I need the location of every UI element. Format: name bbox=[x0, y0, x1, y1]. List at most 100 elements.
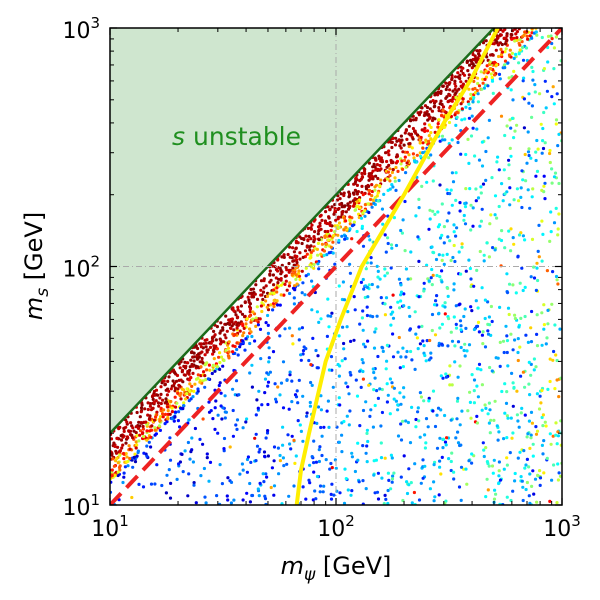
scatter-point bbox=[285, 462, 289, 466]
scatter-point bbox=[471, 206, 475, 210]
scatter-point bbox=[260, 301, 264, 305]
scatter-point bbox=[487, 315, 491, 319]
scatter-point bbox=[445, 85, 449, 89]
scatter-point bbox=[479, 70, 483, 74]
scatter-point bbox=[399, 299, 403, 303]
scatter-point bbox=[263, 391, 267, 395]
scatter-point bbox=[250, 363, 254, 367]
scatter-point bbox=[542, 471, 546, 475]
scatter-point bbox=[447, 211, 451, 215]
scatter-point bbox=[517, 233, 522, 237]
scatter-point bbox=[436, 406, 441, 410]
scatter-point bbox=[463, 222, 468, 226]
scatter-point bbox=[416, 235, 420, 239]
scatter-point bbox=[459, 152, 463, 156]
scatter-point bbox=[188, 365, 192, 369]
scatter-point bbox=[166, 379, 170, 383]
scatter-point bbox=[337, 374, 341, 378]
scatter-point bbox=[480, 207, 484, 211]
scatter-point bbox=[306, 238, 310, 242]
scatter-point bbox=[161, 412, 165, 416]
scatter-point bbox=[517, 199, 521, 203]
scatter-point bbox=[326, 297, 330, 301]
scatter-point bbox=[384, 250, 388, 254]
scatter-point bbox=[387, 153, 391, 157]
scatter-point bbox=[308, 481, 312, 485]
scatter-point bbox=[528, 393, 532, 397]
scatter-point bbox=[371, 367, 375, 371]
scatter-point bbox=[526, 340, 531, 344]
scatter-point bbox=[459, 498, 463, 502]
scatter-point bbox=[198, 342, 202, 346]
scatter-point bbox=[246, 295, 250, 299]
scatter-point bbox=[540, 343, 544, 347]
scatter-point bbox=[254, 318, 258, 322]
scatter-point bbox=[167, 375, 171, 379]
scatter-point bbox=[128, 456, 132, 461]
scatter-point bbox=[275, 286, 279, 290]
scatter-point bbox=[348, 215, 352, 219]
scatter-point bbox=[287, 268, 291, 272]
scatter-point bbox=[440, 258, 444, 262]
scatter-point bbox=[531, 454, 535, 458]
scatter-point bbox=[450, 138, 454, 142]
scatter-point bbox=[258, 481, 262, 485]
scatter-point bbox=[500, 50, 505, 54]
scatter-point bbox=[127, 444, 131, 448]
scatter-point bbox=[516, 350, 520, 355]
scatter-point bbox=[482, 448, 486, 452]
scatter-point bbox=[294, 277, 298, 281]
scatter-point bbox=[399, 162, 403, 166]
scatter-point bbox=[121, 480, 125, 485]
scatter-point bbox=[235, 326, 239, 330]
scatter-point bbox=[267, 346, 271, 350]
scatter-point bbox=[390, 140, 394, 144]
scatter-point bbox=[410, 405, 414, 409]
x-tick-label: 102 bbox=[317, 512, 355, 542]
scatter-point bbox=[161, 415, 165, 419]
scatter-point bbox=[475, 421, 479, 425]
scatter-point bbox=[356, 458, 360, 462]
scatter-point bbox=[428, 107, 432, 111]
scatter-point bbox=[375, 490, 380, 494]
scatter-point bbox=[338, 403, 342, 407]
scatter-point bbox=[427, 134, 431, 138]
scatter-point bbox=[287, 284, 291, 288]
scatter-point bbox=[312, 262, 316, 267]
scatter-point bbox=[243, 300, 247, 305]
scatter-point bbox=[343, 234, 348, 238]
scatter-point bbox=[329, 314, 333, 318]
scatter-point bbox=[281, 406, 286, 410]
scatter-point bbox=[375, 389, 379, 393]
scatter-point bbox=[469, 284, 473, 289]
scatter-point bbox=[132, 429, 136, 433]
scatter-point bbox=[523, 385, 527, 389]
scatter-point bbox=[448, 192, 452, 196]
scatter-point bbox=[437, 344, 441, 348]
scatter-point bbox=[457, 485, 462, 489]
scatter-point bbox=[199, 365, 203, 369]
scatter-point bbox=[553, 171, 558, 175]
red-dashed-line bbox=[110, 28, 562, 505]
scatter-point bbox=[493, 488, 497, 492]
scatter-point bbox=[401, 218, 405, 222]
scatter-point bbox=[484, 446, 488, 450]
scatter-point bbox=[319, 317, 323, 321]
scatter-point bbox=[364, 487, 368, 491]
scatter-point bbox=[443, 305, 447, 309]
scatter-point bbox=[552, 102, 556, 106]
scatter-point bbox=[244, 337, 248, 341]
scatter-point bbox=[385, 400, 389, 404]
scatter-point bbox=[342, 228, 346, 232]
scatter-point bbox=[497, 469, 501, 473]
scatter-point bbox=[339, 192, 343, 196]
scatter-point bbox=[471, 224, 475, 228]
scatter-point bbox=[309, 237, 313, 241]
scatter-point bbox=[319, 227, 323, 231]
scatter-point bbox=[178, 366, 182, 370]
scatter-point bbox=[385, 159, 389, 164]
scatter-point bbox=[520, 40, 524, 44]
scatter-point bbox=[538, 476, 543, 480]
scatter-point bbox=[207, 363, 211, 367]
scatter-point bbox=[329, 497, 334, 501]
